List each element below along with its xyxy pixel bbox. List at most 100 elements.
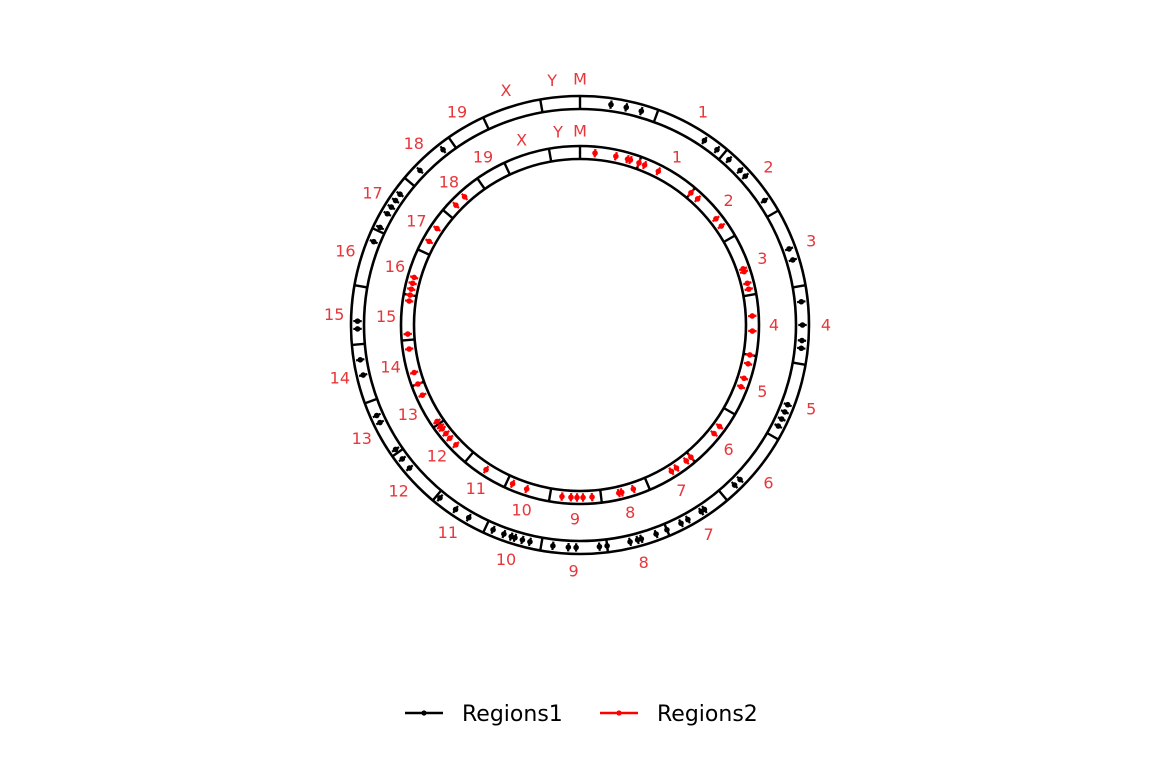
outer-boundary-chr-2 [717,148,729,161]
region-point-regions2-5 [641,162,648,168]
outer-boundary-chr-10 [539,537,544,551]
inner-ring-outer-border [399,144,761,506]
outer-chromosome-label-Y: Y [546,71,557,90]
region-point-regions2-34 [559,493,565,500]
inner-boundary-chr-4 [743,292,757,298]
outer-chromosome-label-9: 9 [568,561,578,580]
outer-boundary-chr-6 [766,431,779,441]
region-point-regions1-0 [608,101,614,108]
region-point-regions1-1 [623,104,630,111]
region-point-regions1-44 [406,465,413,471]
outer-chromosome-label-X: X [501,81,512,100]
region-point-regions1-8 [761,197,768,204]
inner-chromosome-label-16: 16 [385,257,405,276]
legend-label-regions2[interactable]: Regions2 [657,702,758,727]
region-point-regions2-16 [749,328,756,334]
region-point-regions2-9 [713,215,719,222]
inner-ring-inner-border [412,157,748,493]
region-point-regions2-38 [453,442,459,448]
region-point-regions1-20 [731,482,738,488]
inner-boundary-chr-10 [547,488,553,502]
region-point-regions2-13 [744,280,751,287]
region-point-regions1-29 [627,538,633,545]
region-point-regions1-3 [701,137,708,144]
region-point-regions2-26 [668,468,675,475]
region-point-regions2-40 [443,430,449,437]
region-point-regions2-19 [741,375,747,382]
inner-boundary-chr-X [503,162,511,176]
inner-chromosome-label-Y: Y [552,123,563,142]
region-point-regions1-50 [357,357,364,363]
region-point-regions1-2 [638,108,645,114]
region-point-regions1-30 [604,543,610,549]
region-point-regions1-42 [452,506,459,513]
region-point-regions2-27 [630,486,637,492]
region-point-regions1-15 [784,401,791,408]
outer-boundary-chr-1 [652,109,660,123]
inner-chromosome-label-1: 1 [672,147,682,166]
region-point-regions2-12 [741,268,747,275]
region-point-regions1-7 [742,173,749,179]
outer-chromosome-label-17: 17 [362,183,382,202]
region-point-regions1-33 [565,544,572,550]
region-point-regions1-17 [778,416,785,422]
region-point-regions1-36 [519,537,526,543]
inner-chromosome-label-10: 10 [511,501,531,520]
region-point-regions2-17 [747,352,753,358]
region-point-regions1-35 [527,538,533,545]
region-point-regions1-47 [377,419,383,426]
region-point-regions1-6 [737,167,743,174]
inner-chromosome-label-17: 17 [406,211,426,230]
inner-chromosome-label-13: 13 [398,405,418,424]
inner-chromosome-label-2: 2 [724,191,734,210]
region-point-regions1-60 [440,146,446,153]
region-point-regions1-57 [392,197,399,204]
region-point-regions1-9 [786,246,792,252]
region-point-regions1-28 [634,537,641,543]
inner-boundary-chr-17 [417,248,431,256]
outer-ring-regions1 [349,94,811,556]
region-point-regions1-40 [490,527,496,533]
legend-marker-regions1 [421,710,427,716]
region-point-regions1-55 [384,210,391,217]
region-point-regions2-23 [688,454,694,460]
outer-ring-inner-border [362,107,798,543]
inner-ring-regions2 [399,144,761,506]
inner-chromosome-label-7: 7 [676,481,686,500]
region-point-regions1-38 [508,533,515,540]
outer-boundary-chr-7 [717,489,729,502]
legend: Regions1 Regions2 [405,702,758,727]
outer-boundary-chr-14 [364,397,378,405]
outer-boundary-chr-Y [539,99,544,113]
region-point-regions1-10 [789,257,796,263]
inner-chromosome-label-9: 9 [570,509,580,528]
outer-chromosome-label-13: 13 [352,429,372,448]
inner-boundary-chr-12 [464,451,475,463]
inner-boundary-chr-13 [432,419,445,429]
region-point-regions1-14 [798,345,805,352]
region-point-regions2-6 [655,168,662,175]
region-point-regions1-22 [698,508,704,515]
region-point-regions2-48 [404,331,411,337]
outer-chromosome-label-M: M [573,70,587,89]
outer-boundary-chr-19 [447,136,458,149]
outer-chromosome-label-11: 11 [438,523,458,542]
outer-chromosome-label-10: 10 [496,550,516,569]
inner-chromosome-label-3: 3 [757,249,767,268]
region-point-regions1-39 [501,531,507,537]
inner-chromosome-label-18: 18 [439,172,459,191]
region-point-regions2-1 [613,153,619,160]
legend-label-regions1[interactable]: Regions1 [462,702,563,727]
region-point-regions1-41 [465,514,472,521]
outer-boundary-chr-16 [354,284,368,289]
region-point-regions2-55 [434,225,440,232]
region-point-regions2-37 [483,466,489,473]
inner-chromosome-label-11: 11 [466,479,486,498]
region-point-regions2-51 [408,286,415,292]
region-point-regions1-19 [737,476,743,483]
region-point-regions2-30 [589,494,595,500]
region-point-regions1-52 [354,318,361,324]
outer-boundary-chr-18 [403,176,416,188]
inner-chromosome-label-15: 15 [376,307,396,326]
outer-boundary-chr-4 [792,284,806,289]
